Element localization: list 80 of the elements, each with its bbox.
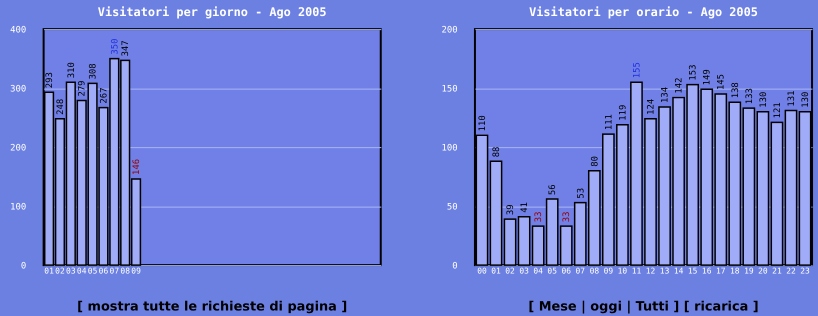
x-tick-label: 01 [491,266,501,276]
data-label: 88 [492,146,502,158]
x-tick-label: 12 [646,266,656,276]
data-label: 130 [801,92,811,108]
x-tick-label: 15 [688,266,698,276]
data-label: 293 [45,72,56,88]
y-tick-label: 100 [441,144,458,154]
y-tick-label: 200 [10,144,26,154]
x-tick-label: 06 [561,266,572,276]
y-tick-label: 0 [452,262,458,272]
x-tick-label: 11 [632,266,642,276]
data-label: 347 [121,40,132,56]
x-tick-label: 07 [576,266,586,276]
data-label: 267 [99,88,110,104]
x-tick-label: 14 [674,266,684,276]
data-label: 138 [730,82,741,98]
y-tick-label: 400 [10,26,26,36]
data-label: 310 [66,62,77,78]
data-label: 153 [688,64,699,81]
y-tick-label: 200 [441,26,458,36]
data-label: 56 [548,184,558,196]
data-label: 33 [562,211,572,222]
x-tick-label: 06 [98,266,108,276]
data-label: 146 [132,158,142,176]
x-tick-label: 20 [758,266,768,276]
y-tick-label: 0 [20,262,26,272]
x-tick-label: 17 [716,266,726,276]
chart-title: Visitatori per giorno - Ago 2005 [98,5,327,20]
x-tick-label: 09 [604,266,614,276]
x-tick-label: 18 [730,266,740,276]
x-tick-label: 10 [618,266,628,276]
text: [ Mese | oggi | Tutti ] [ ricarica ] [528,300,759,315]
x-tick-label: 21 [772,266,782,276]
x-tick-label: 19 [744,266,754,276]
x-tick-label: 02 [55,266,65,276]
x-tick-label: 03 [66,266,76,276]
data-label: 121 [772,102,783,118]
x-tick-label: 01 [44,266,54,276]
data-label: 155 [632,62,642,78]
x-tick-label: 02 [505,266,516,276]
x-tick-label: 13 [660,266,670,276]
y-tick-label: 50 [446,202,458,213]
data-label: 110 [478,115,488,132]
y-tick-label: 300 [10,84,26,95]
data-label: 279 [78,80,88,97]
x-tick-label: 05 [88,266,98,276]
x-tick-label: 09 [131,266,142,276]
x-tick-label: 08 [120,266,130,276]
text: [ mostra tutte le richieste di pagina ] [77,300,348,315]
chart-title: Visitatori per orario - Ago 2005 [529,5,758,20]
data-label: 145 [716,74,727,90]
x-tick-label: 03 [519,266,530,276]
x-tick-label: 04 [533,266,544,276]
data-label: 134 [660,86,671,104]
y-tick-label: 100 [10,202,26,213]
x-tick-label: 23 [800,266,810,276]
x-tick-label: 04 [76,266,87,276]
x-tick-label: 08 [590,266,600,276]
data-label: 130 [758,92,769,108]
data-label: 133 [744,88,755,104]
data-label: 350 [110,38,120,55]
data-label: 248 [56,98,66,115]
data-label: 111 [604,114,614,130]
x-tick-label: 22 [786,266,796,276]
data-label: 33 [534,211,544,222]
data-label: 80 [590,156,600,167]
x-tick-label: 16 [702,266,712,276]
data-label: 149 [702,69,713,86]
x-tick-label: 05 [547,266,558,276]
data-label: 124 [646,98,656,115]
data-label: 308 [88,63,99,80]
y-tick-label: 150 [441,84,458,95]
data-label: 41 [520,202,530,213]
x-tick-label: 00 [477,266,487,276]
data-label: 119 [618,104,628,121]
x-tick-label: 07 [110,266,120,276]
data-label: 131 [786,90,797,107]
data-label: 39 [506,204,516,216]
data-label: 53 [576,188,586,199]
data-label: 142 [674,78,685,94]
